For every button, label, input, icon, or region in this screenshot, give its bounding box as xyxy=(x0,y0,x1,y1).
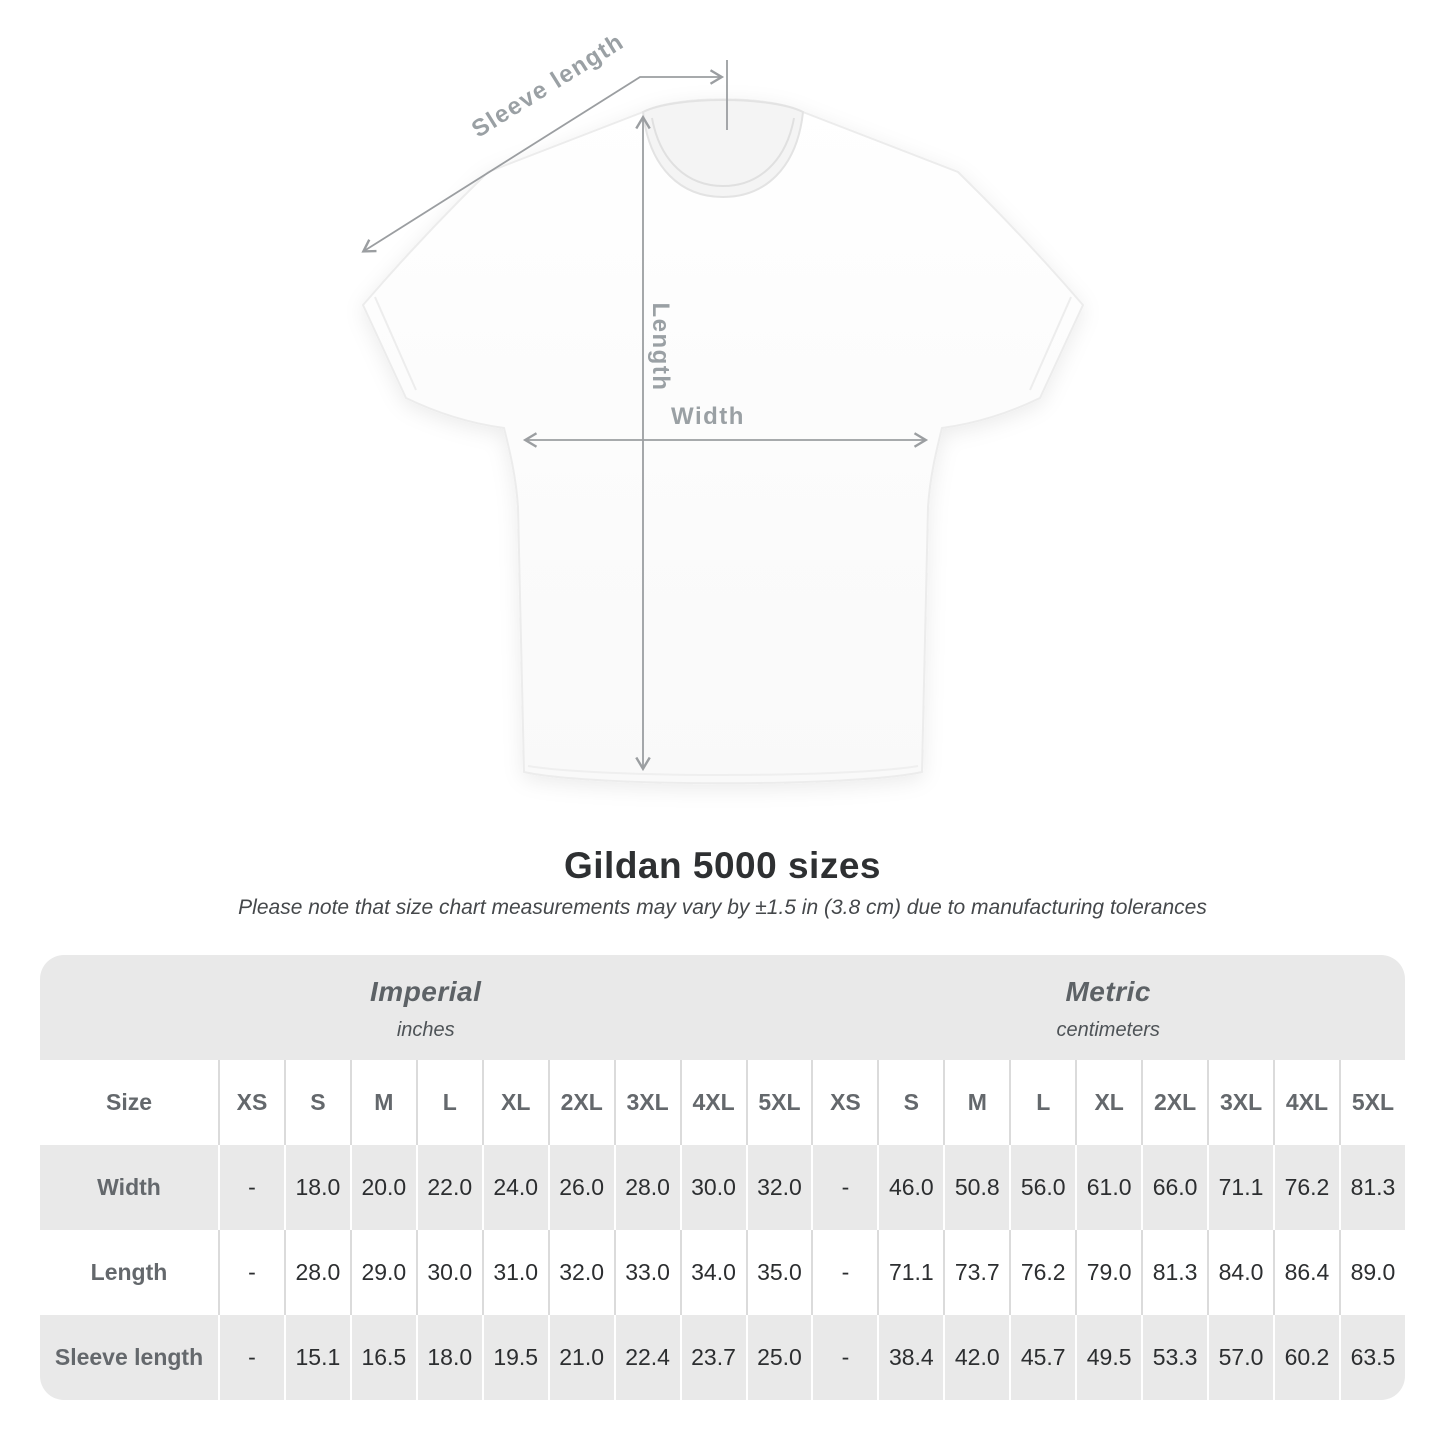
size-header-cell: XS xyxy=(811,1060,878,1145)
size-header-cell: XL xyxy=(481,1060,548,1145)
size-header-cell: 4XL xyxy=(679,1060,746,1145)
value-cell: 30.0 xyxy=(679,1145,746,1230)
size-header-cell: 5XL xyxy=(745,1060,812,1145)
value-cell: 56.0 xyxy=(1009,1145,1076,1230)
size-header-cell: 4XL xyxy=(1273,1060,1339,1145)
size-header-cell: M xyxy=(943,1060,1010,1145)
value-cell: 34.0 xyxy=(679,1230,746,1315)
value-cell: 76.2 xyxy=(1009,1230,1076,1315)
page-title: Gildan 5000 sizes xyxy=(563,845,881,886)
length-label: Length xyxy=(647,303,674,392)
value-cell: 81.3 xyxy=(1338,1145,1405,1230)
value-cell: 89.0 xyxy=(1338,1230,1405,1315)
value-cell: 46.0 xyxy=(877,1145,944,1230)
value-cell: 25.0 xyxy=(745,1315,812,1400)
tshirt-silhouette xyxy=(361,98,1085,785)
tolerance-note: Please note that size chart measurements… xyxy=(238,896,1207,919)
value-cell: 66.0 xyxy=(1141,1145,1208,1230)
tshirt-image xyxy=(361,98,1085,785)
size-header-cell: L xyxy=(415,1060,482,1145)
value-cell: - xyxy=(811,1230,878,1315)
value-cell: 38.4 xyxy=(877,1315,944,1400)
value-cell: 31.0 xyxy=(481,1230,548,1315)
hem-seam xyxy=(527,765,919,776)
value-cell: 32.0 xyxy=(547,1230,614,1315)
value-cell: 18.0 xyxy=(415,1315,482,1400)
right-cuff-seam xyxy=(1029,296,1072,391)
tshirt-diagram: Sleeve length Length Width xyxy=(361,28,1085,785)
unit-group-sublabel: inches xyxy=(396,1019,455,1041)
value-cell: 71.1 xyxy=(877,1230,944,1315)
value-cell: 42.0 xyxy=(943,1315,1010,1400)
size-header-cell: 2XL xyxy=(547,1060,614,1145)
size-table: Imperial inches Metric centimeters Size XS S M L… xyxy=(40,955,1405,1400)
size-header-cell: 3XL xyxy=(613,1060,680,1145)
unit-group-header: Imperial inches xyxy=(40,955,812,1060)
value-cell: 23.7 xyxy=(679,1315,746,1400)
size-column-header: Size xyxy=(40,1060,218,1145)
value-cell: 16.5 xyxy=(349,1315,416,1400)
value-cell: 73.7 xyxy=(943,1230,1010,1315)
value-cell: 32.0 xyxy=(745,1145,812,1230)
size-header-cell: XS xyxy=(218,1060,284,1145)
value-cell: 28.0 xyxy=(283,1230,350,1315)
value-cell: 29.0 xyxy=(349,1230,416,1315)
size-header-cell: XL xyxy=(1075,1060,1142,1145)
value-cell: 61.0 xyxy=(1075,1145,1142,1230)
unit-group-sublabel: centimeters xyxy=(1056,1019,1160,1041)
value-cell: 20.0 xyxy=(349,1145,416,1230)
unit-group-label: Imperial xyxy=(370,976,482,1007)
value-cell: 84.0 xyxy=(1207,1230,1273,1315)
value-cell: 18.0 xyxy=(283,1145,350,1230)
size-header-cell: 3XL xyxy=(1207,1060,1273,1145)
size-header-cell: L xyxy=(1009,1060,1076,1145)
value-cell: 21.0 xyxy=(547,1315,614,1400)
value-cell: 22.0 xyxy=(415,1145,482,1230)
value-cell: - xyxy=(811,1315,878,1400)
value-cell: 15.1 xyxy=(283,1315,350,1400)
value-cell: 79.0 xyxy=(1075,1230,1142,1315)
value-cell: 19.5 xyxy=(481,1315,548,1400)
unit-group-label: Metric xyxy=(1065,976,1151,1007)
size-header-cell: S xyxy=(283,1060,350,1145)
row-label: Sleeve length xyxy=(40,1315,218,1400)
value-cell: - xyxy=(218,1230,284,1315)
value-cell: 45.7 xyxy=(1009,1315,1076,1400)
size-header-cell: 5XL xyxy=(1338,1060,1405,1145)
value-cell: - xyxy=(218,1315,284,1400)
value-cell: 76.2 xyxy=(1273,1145,1339,1230)
unit-group-header: Metric centimeters xyxy=(811,955,1405,1060)
size-header-cell: M xyxy=(349,1060,416,1145)
sleeve-length-arrow xyxy=(361,69,725,253)
value-cell: 71.1 xyxy=(1207,1145,1273,1230)
row-label: Length xyxy=(40,1230,218,1315)
value-cell: - xyxy=(811,1145,878,1230)
value-cell: 63.5 xyxy=(1338,1315,1405,1400)
value-cell: - xyxy=(218,1145,284,1230)
value-cell: 22.4 xyxy=(613,1315,680,1400)
left-cuff-seam xyxy=(374,296,417,391)
size-table-grid: Imperial inches Metric centimeters Size XS S M L… xyxy=(40,955,1405,1400)
value-cell: 30.0 xyxy=(415,1230,482,1315)
value-cell: 50.8 xyxy=(943,1145,1010,1230)
row-label: Width xyxy=(40,1145,218,1230)
value-cell: 53.3 xyxy=(1141,1315,1208,1400)
width-label: Width xyxy=(671,403,745,430)
size-header-cell: 2XL xyxy=(1141,1060,1208,1145)
value-cell: 35.0 xyxy=(745,1230,812,1315)
value-cell: 86.4 xyxy=(1273,1230,1339,1315)
value-cell: 57.0 xyxy=(1207,1315,1273,1400)
value-cell: 33.0 xyxy=(613,1230,680,1315)
value-cell: 24.0 xyxy=(481,1145,548,1230)
size-header-cell: S xyxy=(877,1060,944,1145)
value-cell: 60.2 xyxy=(1273,1315,1339,1400)
value-cell: 81.3 xyxy=(1141,1230,1208,1315)
value-cell: 49.5 xyxy=(1075,1315,1142,1400)
value-cell: 26.0 xyxy=(547,1145,614,1230)
value-cell: 28.0 xyxy=(613,1145,680,1230)
